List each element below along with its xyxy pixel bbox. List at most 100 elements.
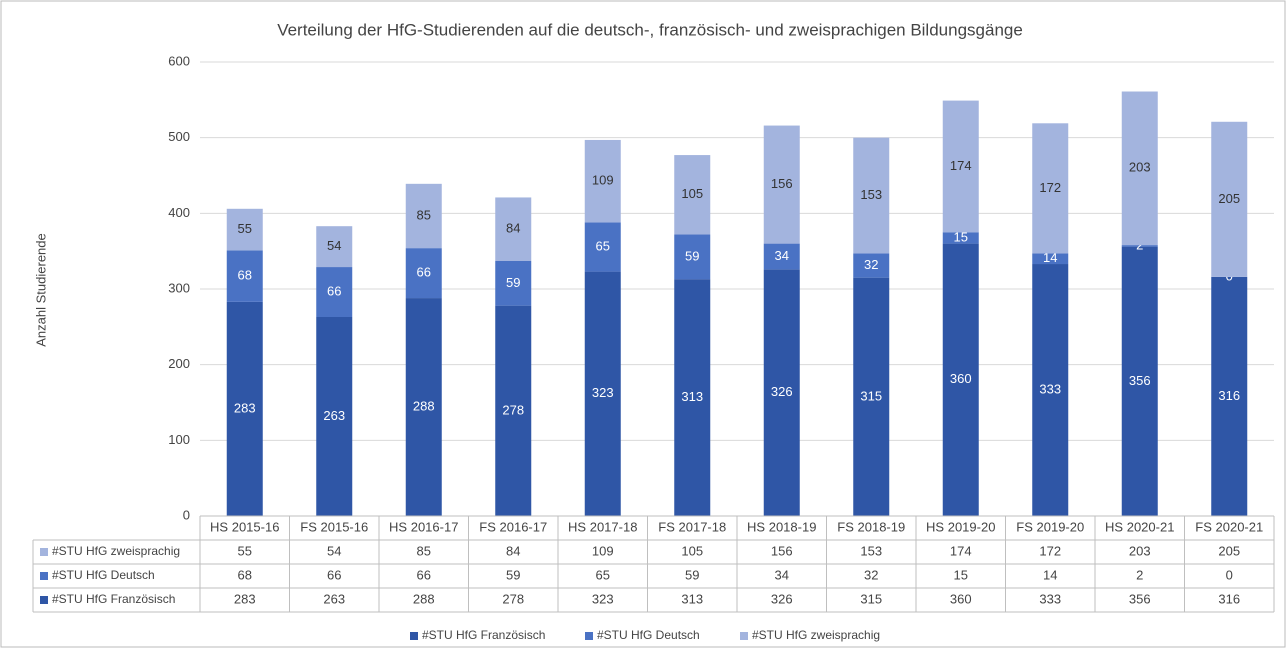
data-label: 15 — [954, 229, 968, 244]
y-tick-label: 100 — [168, 432, 190, 447]
data-label: 153 — [860, 187, 882, 202]
table-cell: 66 — [417, 567, 431, 582]
bar-segment — [1032, 123, 1069, 254]
table-cell: 0 — [1226, 567, 1233, 582]
table-cell: 203 — [1129, 543, 1151, 558]
table-cell: 59 — [506, 567, 520, 582]
data-label: 66 — [417, 265, 431, 280]
table-cell: 109 — [592, 543, 614, 558]
data-label: 278 — [502, 402, 524, 417]
table-cell: 315 — [860, 591, 882, 606]
table-cell: 333 — [1039, 591, 1061, 606]
table-cell: 174 — [950, 543, 972, 558]
y-axis-label: Anzahl Studierende — [33, 233, 48, 346]
data-label: 66 — [327, 283, 341, 298]
legend-swatch — [410, 632, 418, 640]
data-label: 55 — [238, 221, 252, 236]
table-cell: 54 — [327, 543, 341, 558]
data-label: 172 — [1039, 180, 1061, 195]
table-cell: 356 — [1129, 591, 1151, 606]
table-cell: 2 — [1136, 567, 1143, 582]
bar-segment — [674, 234, 711, 280]
x-tick-label: HS 2020-21 — [1105, 519, 1174, 534]
data-label: 316 — [1218, 388, 1240, 403]
bar-segment — [763, 269, 800, 516]
table-cell: 84 — [506, 543, 520, 558]
bar-segment — [316, 267, 353, 317]
bar-segment — [226, 250, 263, 302]
data-label: 34 — [775, 248, 789, 263]
legend-label: #STU HfG Französisch — [422, 628, 545, 642]
table-cell: 313 — [681, 591, 703, 606]
data-label: 315 — [860, 388, 882, 403]
x-tick-label: FS 2015-16 — [300, 519, 368, 534]
data-label: 323 — [592, 385, 614, 400]
data-label: 65 — [596, 238, 610, 253]
data-label: 156 — [771, 176, 793, 191]
y-tick-label: 200 — [168, 356, 190, 371]
bar-segment — [405, 183, 442, 249]
bar-segment — [584, 271, 621, 516]
data-label: 263 — [323, 408, 345, 423]
data-label: 85 — [417, 207, 431, 222]
table-cell: 283 — [234, 591, 256, 606]
x-tick-label: FS 2020-21 — [1195, 519, 1263, 534]
bar-segment — [1121, 245, 1158, 247]
legend-swatch — [40, 596, 48, 604]
legend-label: #STU HfG Deutsch — [597, 628, 700, 642]
bar-segment — [674, 279, 711, 516]
legend-swatch — [40, 572, 48, 580]
data-label: 356 — [1129, 373, 1151, 388]
bar-segment — [584, 222, 621, 272]
data-label: 205 — [1218, 191, 1240, 206]
bar-segment — [853, 277, 890, 516]
bar-segment — [1032, 253, 1069, 265]
bar-segment — [1121, 91, 1158, 246]
legend-label: #STU HfG zweisprachig — [752, 628, 880, 642]
y-tick-label: 600 — [168, 53, 190, 68]
bar-segment — [853, 137, 890, 254]
table-cell: 85 — [417, 543, 431, 558]
table-cell: 105 — [681, 543, 703, 558]
data-label: 283 — [234, 400, 256, 415]
x-tick-label: FS 2016-17 — [479, 519, 547, 534]
bar-segment — [1121, 246, 1158, 517]
table-cell: 205 — [1218, 543, 1240, 558]
data-label: 313 — [681, 389, 703, 404]
table-cell: 360 — [950, 591, 972, 606]
data-label: 288 — [413, 398, 435, 413]
x-tick-label: HS 2016-17 — [389, 519, 458, 534]
bar-segment — [316, 316, 353, 516]
bar-segment — [674, 155, 711, 235]
data-label: 203 — [1129, 160, 1151, 175]
table-row-label: #STU HfG zweisprachig — [52, 544, 180, 558]
bar-segment — [495, 305, 532, 516]
bar-segment — [495, 197, 532, 262]
bar-segment — [226, 301, 263, 516]
table-cell: 68 — [238, 567, 252, 582]
bar-segment — [942, 100, 979, 233]
table-cell: 55 — [238, 543, 252, 558]
x-tick-label: FS 2018-19 — [837, 519, 905, 534]
bar-segment — [942, 243, 979, 516]
table-row-label: #STU HfG Französisch — [52, 592, 175, 606]
table-cell: 316 — [1218, 591, 1240, 606]
data-label: 109 — [592, 173, 614, 188]
data-label: 68 — [238, 268, 252, 283]
y-tick-label: 0 — [183, 507, 190, 522]
table-cell: 34 — [775, 567, 789, 582]
bar-segment — [405, 248, 442, 299]
bar-segment — [763, 243, 800, 270]
table-cell: 156 — [771, 543, 793, 558]
bar-segment — [942, 232, 979, 244]
chart-title: Verteilung der HfG-Studierenden auf die … — [277, 20, 1023, 39]
table-cell: 278 — [502, 591, 524, 606]
data-label: 32 — [864, 257, 878, 272]
table-cell: 66 — [327, 567, 341, 582]
table-cell: 323 — [592, 591, 614, 606]
data-label: 360 — [950, 371, 972, 386]
legend-swatch — [740, 632, 748, 640]
table-cell: 32 — [864, 567, 878, 582]
table-cell: 14 — [1043, 567, 1057, 582]
